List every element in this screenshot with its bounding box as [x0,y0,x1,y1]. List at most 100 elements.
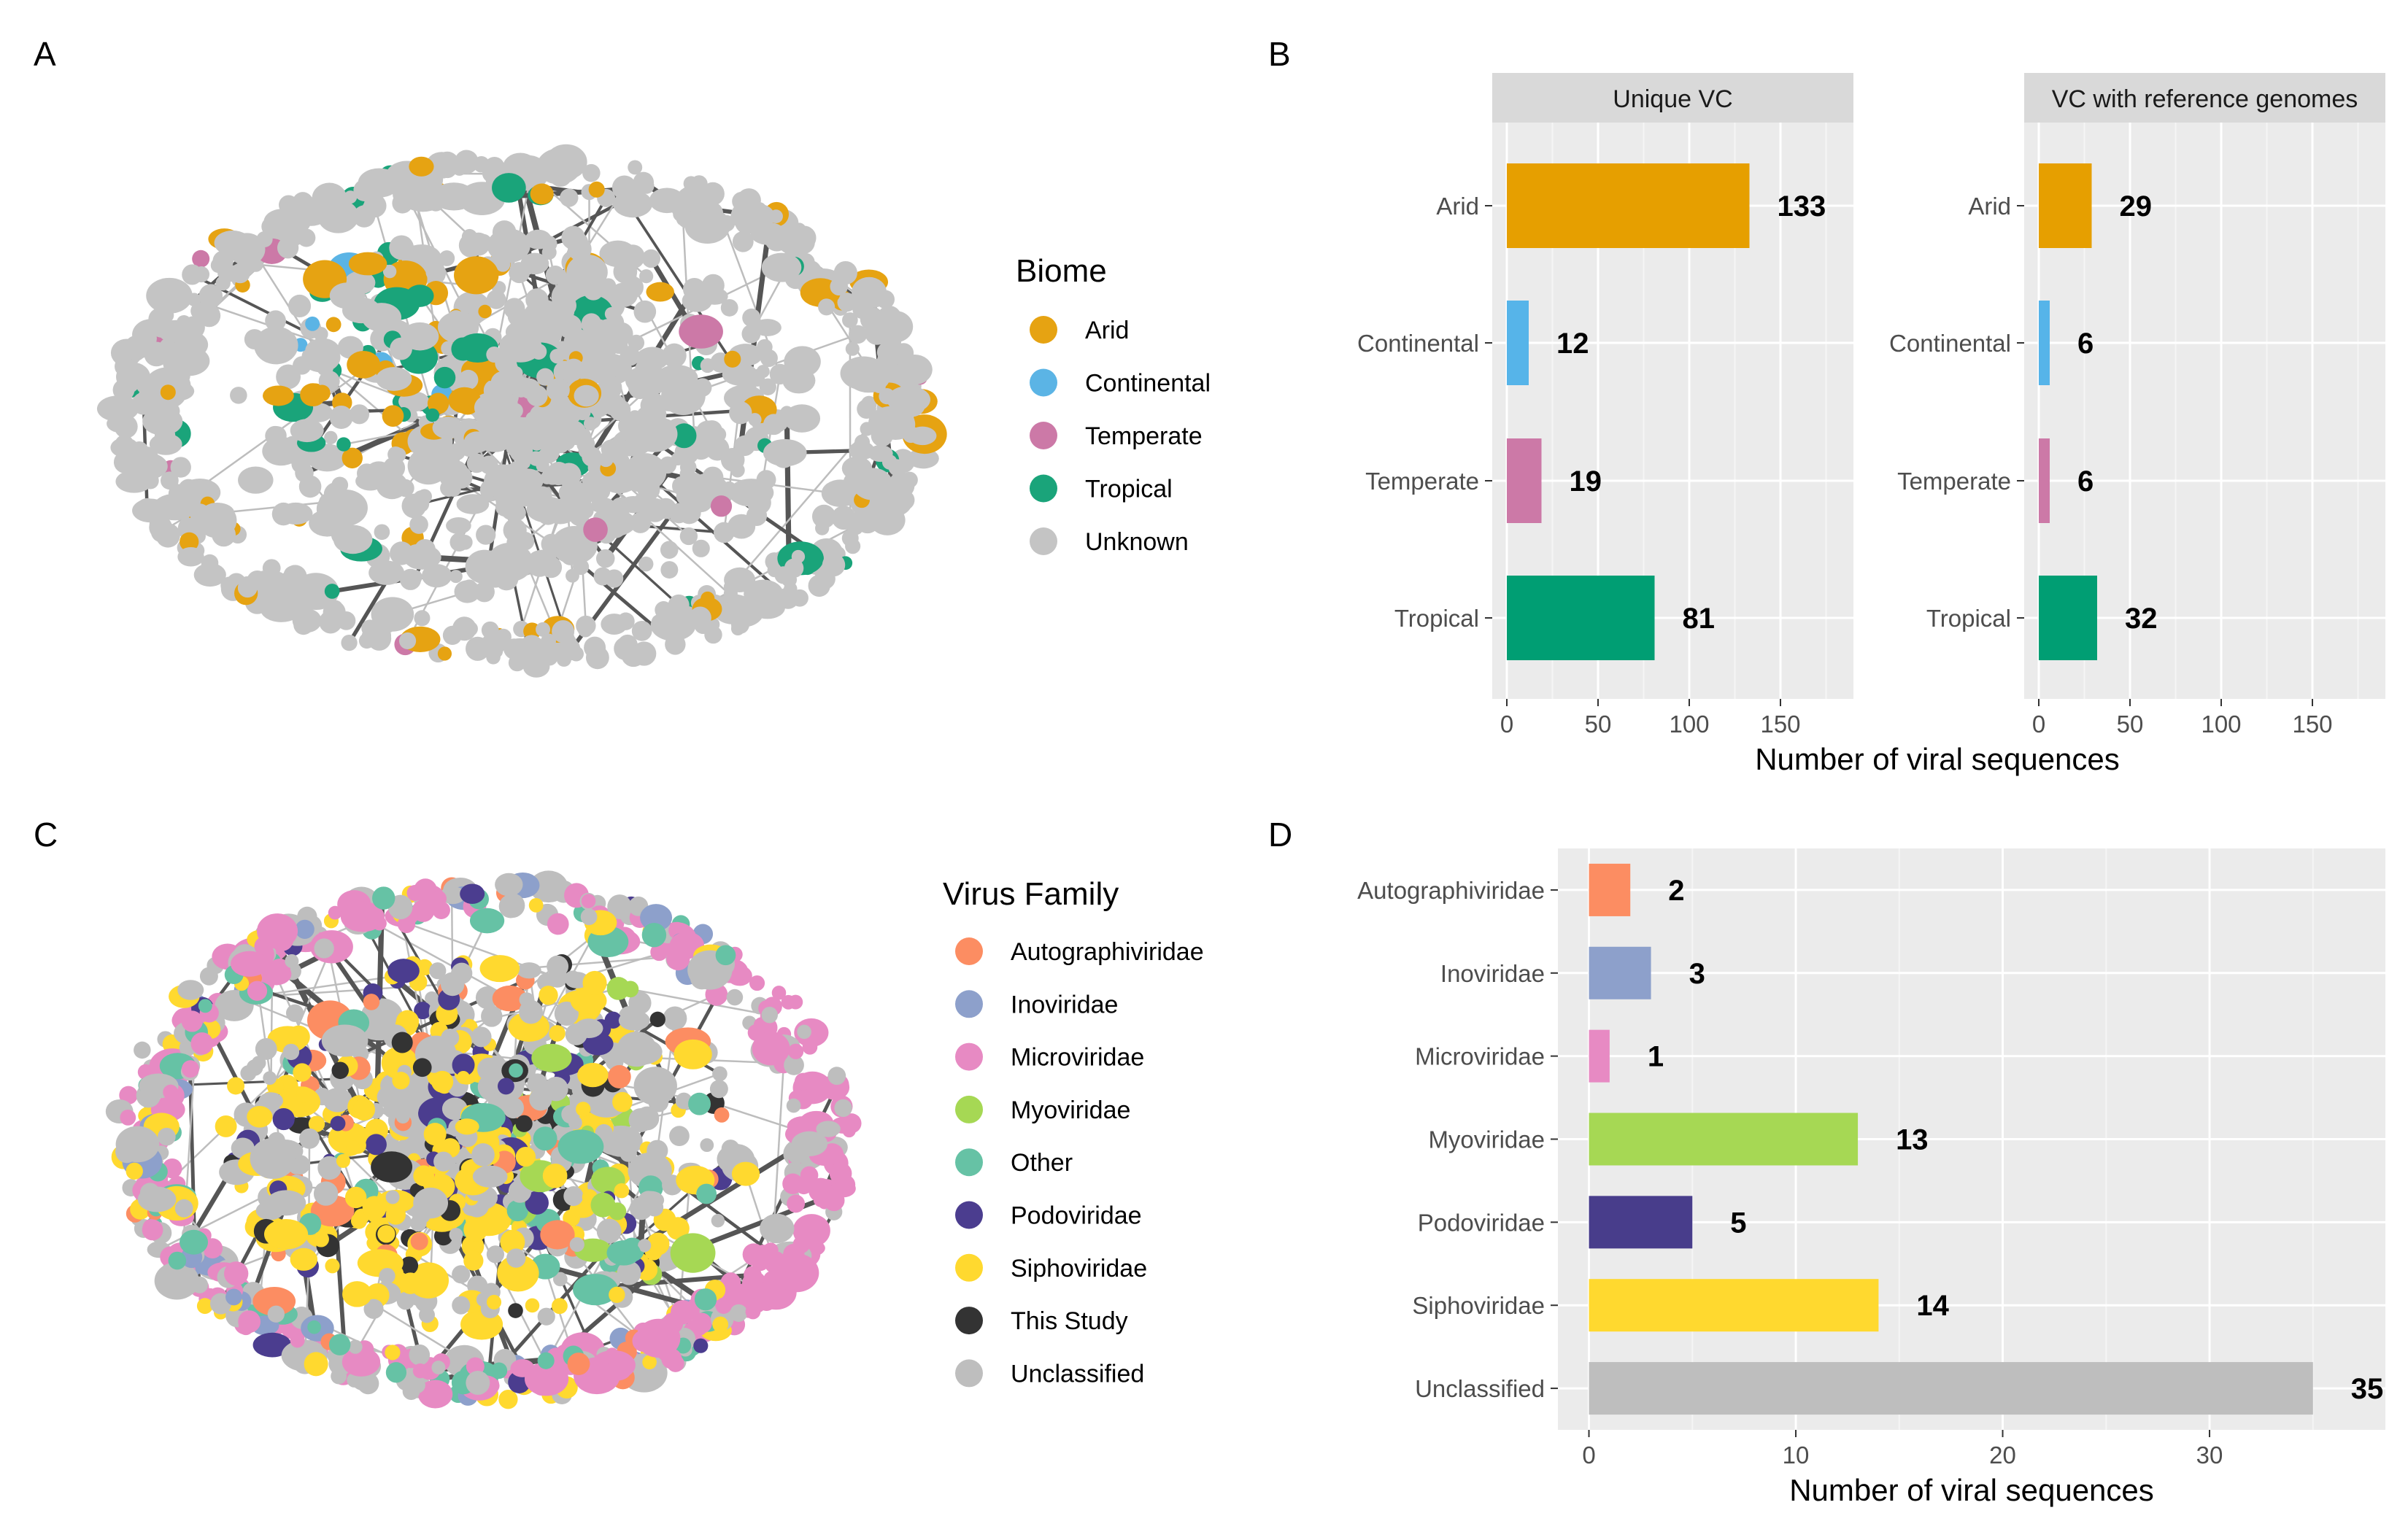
data-label-arid: 133 [1778,190,1826,223]
network-c-node [711,1214,725,1228]
network-c-node [552,1272,568,1287]
network-a-node [312,182,347,214]
y-tick-label-siphoviridae: Siphoviridae [1412,1292,1545,1319]
network-c-node [252,1286,296,1316]
network-c-node [290,1333,305,1348]
y-tick-label-autographiviridae: Autographiviridae [1357,877,1545,904]
data-label-podoviridae: 5 [1730,1207,1746,1239]
network-a-node [390,541,414,565]
network-c-node [119,1086,138,1105]
network-a-node [574,384,599,407]
network-a-node [791,549,806,564]
network-a-node [254,326,298,365]
network-graph-biome [96,144,947,678]
network-a-node [506,440,522,457]
network-a-node [792,225,817,250]
data-label-inoviridae: 3 [1689,958,1705,990]
y-tick-label-arid: Arid [1436,193,1479,220]
network-a-node [284,436,301,452]
network-c-node [497,1078,514,1095]
network-a-node [566,254,608,290]
network-c-node [397,915,416,934]
network-a-node [212,250,234,272]
network-c-node [795,1177,812,1195]
network-c-node [154,1262,199,1300]
network-a-node [633,171,655,193]
network-a-node [724,350,741,368]
network-a-node [655,601,673,619]
network-a-node [238,466,274,494]
y-tick-label-tropical: Tropical [1926,605,2011,632]
network-a-node [628,334,645,352]
network-a-node [602,393,625,416]
network-a-node [519,646,541,668]
network-a-node [656,395,682,411]
network-c-node [492,985,528,1012]
network-a-node [361,303,402,332]
network-c-node [255,1201,285,1220]
legend-biome-label-arid: Arid [1085,317,1129,344]
network-a-node [541,649,558,666]
network-c-node [163,1084,179,1100]
network-c-node [120,1109,136,1126]
network-c-node [433,1151,454,1172]
network-c-node [328,1334,351,1355]
network-c-node [506,1199,528,1222]
network-c-node [463,1250,484,1271]
network-a-node [631,620,652,641]
legend-family-label-microviridae: Microviridae [1011,1044,1144,1072]
network-c-node [842,1124,856,1138]
network-c-node [749,975,765,991]
network-c-node [827,1067,846,1086]
x-tick-label: 10 [1783,1442,1810,1469]
network-c-node [288,1158,304,1175]
network-c-node [551,1298,568,1315]
network-a-node [525,229,552,249]
network-c-node [452,1053,475,1077]
network-a-node [538,500,559,521]
network-c-node [413,1187,449,1219]
network-a-node [277,237,299,259]
network-c-node [330,1115,346,1131]
network-c-node [342,1281,372,1307]
network-c-node [471,1026,492,1048]
x-tick-label: 100 [1669,711,1709,738]
data-label-siphoviridae: 14 [1916,1290,1949,1322]
network-a-node [454,580,481,603]
network-c-node [834,1099,852,1118]
legend-family-label-myoviridae: Myoviridae [1011,1096,1130,1124]
network-a-node [549,300,563,314]
network-c-node [542,1163,568,1188]
network-a-node [620,495,647,514]
y-tick-label-temperate: Temperate [1897,468,2011,495]
network-c-node [764,1251,787,1274]
network-c-node [715,945,736,966]
network-a-node [679,466,695,482]
network-c-node [341,1347,381,1377]
network-c-node [568,1115,582,1130]
network-c-node [198,999,212,1013]
network-a-node [581,318,596,333]
network-c-node [181,1010,203,1032]
network-c-node [174,1199,193,1218]
network-c-node [477,1057,501,1081]
network-a-node [632,641,657,666]
network-a-node [732,231,754,252]
network-a-node [149,433,182,455]
network-a-node [177,547,204,567]
legend-virus-family: Virus Family Autographiviridae Inoviridae… [943,876,1204,1388]
network-a-node [621,276,644,299]
network-c-node [663,1006,687,1031]
network-c-node [595,1168,609,1182]
network-c-node [787,1194,806,1213]
network-c-node [371,1151,413,1183]
network-a-node [475,233,492,251]
network-a-node [495,628,512,646]
network-a-node [896,354,933,385]
network-c-node [431,1070,454,1093]
network-a-node [319,444,337,462]
legend-family-key-myoviridae [955,1095,983,1123]
network-a-node [700,358,715,374]
network-c-node [726,989,744,1006]
network-a-node [868,445,893,463]
